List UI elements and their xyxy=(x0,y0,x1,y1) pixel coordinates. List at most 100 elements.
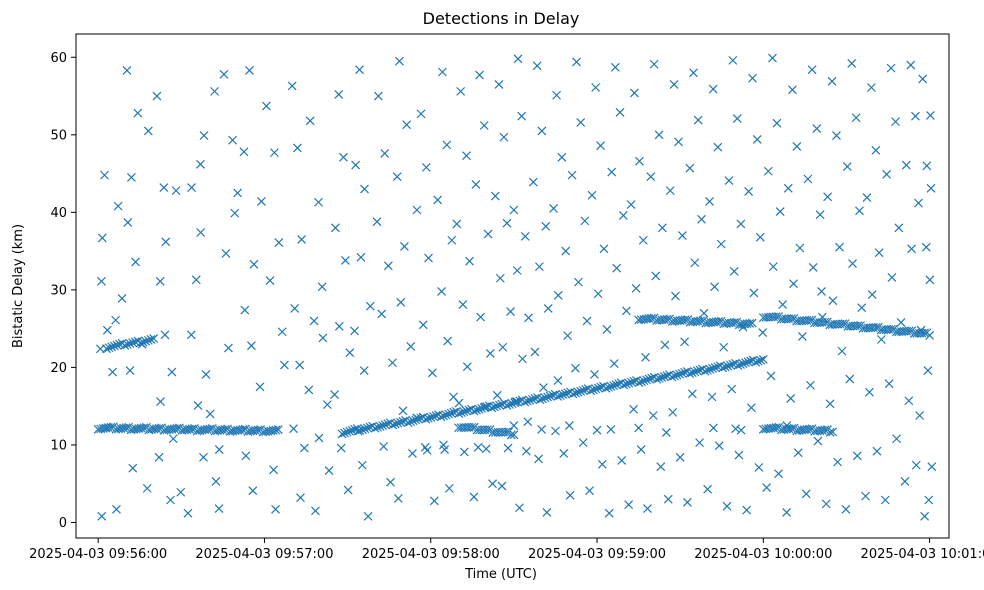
detection-marker xyxy=(703,365,712,375)
detection-marker xyxy=(828,296,838,306)
detection-marker xyxy=(449,407,459,417)
detection-marker xyxy=(557,152,567,162)
detection-marker xyxy=(196,228,206,237)
detection-marker xyxy=(199,131,209,140)
detection-marker xyxy=(271,425,281,435)
detection-marker xyxy=(187,424,197,434)
detection-marker xyxy=(576,117,586,127)
detection-marker xyxy=(842,162,852,172)
detection-marker xyxy=(171,186,181,196)
detection-marker xyxy=(220,424,230,434)
detection-marker xyxy=(699,308,709,318)
detection-marker xyxy=(191,275,201,285)
detection-marker xyxy=(440,445,450,455)
detection-marker xyxy=(766,371,776,381)
detection-marker xyxy=(606,382,616,391)
detection-marker xyxy=(423,413,433,423)
y-axis-label: Bistatic Delay (km) xyxy=(11,224,26,348)
detection-marker xyxy=(249,259,259,269)
detection-marker xyxy=(107,342,117,352)
detection-marker xyxy=(670,371,679,381)
detection-marker xyxy=(365,301,375,311)
detection-marker xyxy=(464,405,474,415)
detection-marker xyxy=(408,449,417,458)
x-tick-label: 2025-04-03 09:58:00 xyxy=(362,547,500,562)
detection-marker xyxy=(687,389,697,399)
detection-marker xyxy=(454,398,464,408)
detection-marker xyxy=(287,81,297,91)
detection-marker xyxy=(472,405,481,415)
detection-marker xyxy=(462,362,472,372)
detection-marker xyxy=(499,132,509,142)
detection-marker xyxy=(289,424,298,434)
detection-marker xyxy=(574,277,583,287)
detection-marker xyxy=(317,282,327,292)
detection-marker xyxy=(377,309,387,319)
detection-marker xyxy=(469,492,479,502)
detection-marker xyxy=(518,354,527,364)
detection-marker xyxy=(219,69,229,79)
detection-marker xyxy=(511,397,520,406)
detection-marker xyxy=(530,347,540,357)
detection-marker xyxy=(690,367,700,377)
detection-marker xyxy=(731,424,741,434)
detection-marker xyxy=(661,428,671,437)
detection-marker xyxy=(693,115,703,125)
detection-marker xyxy=(771,423,781,432)
detection-marker xyxy=(336,443,346,453)
detection-marker xyxy=(390,419,400,429)
detection-marker xyxy=(813,436,823,446)
detection-marker xyxy=(820,317,830,327)
detection-marker xyxy=(534,262,544,272)
detection-marker xyxy=(380,420,390,430)
detection-marker xyxy=(871,322,881,332)
detection-marker xyxy=(886,324,896,334)
y-tick-label: 10 xyxy=(50,438,67,453)
detection-marker xyxy=(476,312,486,322)
detection-marker xyxy=(446,408,456,418)
detection-marker xyxy=(444,483,454,493)
detection-marker xyxy=(543,304,553,313)
detection-marker xyxy=(713,362,723,372)
detection-marker xyxy=(586,386,596,396)
detection-marker xyxy=(596,141,606,151)
detection-marker xyxy=(143,126,153,136)
detection-marker xyxy=(512,266,522,275)
x-axis-ticks: 2025-04-03 09:56:00 2025-04-03 09:57:00 20… xyxy=(29,538,984,562)
detection-marker xyxy=(441,410,451,420)
detection-marker xyxy=(782,421,792,430)
detection-marker xyxy=(573,387,583,397)
detection-marker xyxy=(406,342,416,351)
detection-marker xyxy=(241,451,251,461)
detection-marker xyxy=(783,183,793,193)
detection-marker xyxy=(452,219,462,229)
detection-marker xyxy=(111,315,121,325)
detection-marker xyxy=(255,382,265,392)
detection-marker xyxy=(100,170,109,180)
detection-marker xyxy=(618,211,628,220)
detection-marker xyxy=(311,506,320,516)
detection-marker xyxy=(578,385,588,395)
detection-marker xyxy=(228,135,238,145)
detection-marker xyxy=(775,207,785,216)
detection-marker xyxy=(305,116,315,126)
detection-marker xyxy=(420,442,430,452)
detection-marker xyxy=(748,73,757,83)
detection-marker xyxy=(729,318,739,327)
detection-marker xyxy=(845,374,855,384)
detection-marker xyxy=(695,365,705,375)
detection-marker xyxy=(576,386,586,396)
detection-marker xyxy=(240,305,250,315)
detection-marker xyxy=(97,511,107,521)
detection-marker xyxy=(689,68,698,78)
detection-marker xyxy=(855,206,864,216)
detection-marker xyxy=(528,177,538,187)
detection-marker xyxy=(502,218,512,228)
detection-marker xyxy=(373,91,383,101)
detection-marker xyxy=(768,262,778,272)
detection-marker xyxy=(248,486,258,496)
detection-marker xyxy=(363,423,372,433)
detection-marker xyxy=(762,483,772,493)
detection-marker xyxy=(578,438,588,448)
